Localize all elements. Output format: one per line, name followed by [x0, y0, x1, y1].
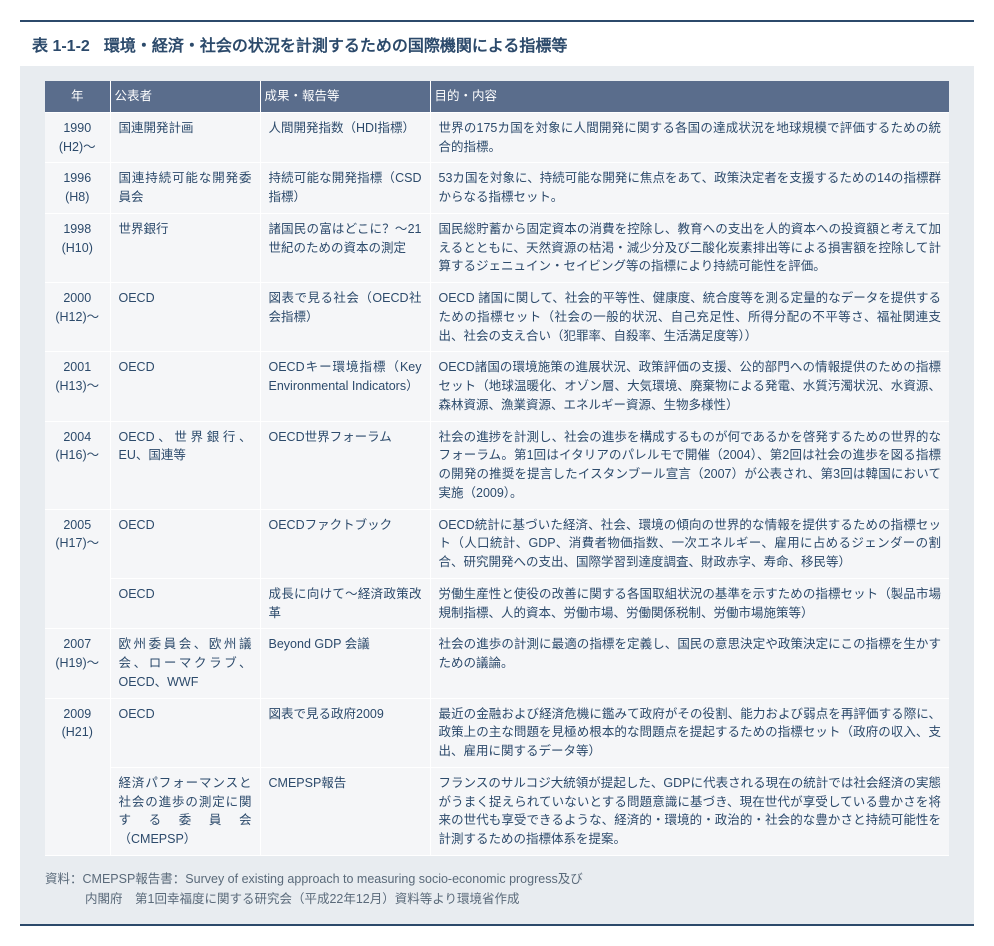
- col-header-description: 目的・内容: [430, 81, 949, 112]
- table-row: 2007 (H19)～欧州委員会、欧州議会、ローマクラブ、OECD、WWFBey…: [45, 629, 949, 698]
- cell-publisher: 世界銀行: [110, 213, 260, 282]
- cell-year: 2005 (H17)～: [45, 509, 110, 629]
- cell-year: 1996 (H8): [45, 163, 110, 214]
- table-title-text: 環境・経済・社会の状況を計測するための国際機関による指標等: [104, 32, 568, 56]
- table-row: 2000 (H12)～OECD図表で見る社会（OECD社会指標）OECD 諸国に…: [45, 283, 949, 352]
- table-row: 2004 (H16)～OECD、世界銀行、EU、国連等OECD世界フォーラム社会…: [45, 421, 949, 509]
- cell-description: 世界の175カ国を対象に人間開発に関する各国の達成状況を地球規模で評価するための…: [430, 112, 949, 163]
- cell-output: 成長に向けて～経済政策改革: [260, 578, 430, 629]
- cell-publisher: 国連持続可能な開発委員会: [110, 163, 260, 214]
- source-line-1: 資料：CMEPSP報告書：Survey of existing approach…: [45, 869, 949, 889]
- cell-output: 人間開発指数（HDI指標）: [260, 112, 430, 163]
- cell-output: CMEPSP報告: [260, 767, 430, 855]
- cell-publisher: 国連開発計画: [110, 112, 260, 163]
- cell-output: 諸国民の富はどこに？～21世紀のための資本の測定: [260, 213, 430, 282]
- cell-publisher: OECD: [110, 283, 260, 352]
- source-note: 資料：CMEPSP報告書：Survey of existing approach…: [20, 861, 974, 909]
- cell-description: 労働生産性と使役の改善に関する各国取組状況の基準を示すための指標セット（製品市場…: [430, 578, 949, 629]
- cell-publisher: 欧州委員会、欧州議会、ローマクラブ、OECD、WWF: [110, 629, 260, 698]
- cell-description: 最近の金融および経済危機に鑑みて政府がその役割、能力および弱点を再評価する際に、…: [430, 698, 949, 767]
- cell-output: 図表で見る社会（OECD社会指標）: [260, 283, 430, 352]
- col-header-publisher: 公表者: [110, 81, 260, 112]
- cell-year: 1990 (H2)～: [45, 112, 110, 163]
- table-row: 2009 (H21)OECD図表で見る政府2009最近の金融および経済危機に鑑み…: [45, 698, 949, 767]
- cell-description: OECD 諸国に関して、社会的平等性、健康度、統合度等を測る定量的なデータを提供…: [430, 283, 949, 352]
- indicators-table: 年 公表者 成果・報告等 目的・内容 1990 (H2)～国連開発計画人間開発指…: [45, 81, 949, 856]
- cell-year: 2009 (H21): [45, 698, 110, 855]
- document-panel: 表 1-1-2 環境・経済・社会の状況を計測するための国際機関による指標等 年 …: [20, 20, 974, 926]
- cell-output: 持続可能な開発指標（CSD指標）: [260, 163, 430, 214]
- cell-description: 社会の進捗を計測し、社会の進歩を構成するものが何であるかを啓発するための世界的な…: [430, 421, 949, 509]
- table-wrapper: 年 公表者 成果・報告等 目的・内容 1990 (H2)～国連開発計画人間開発指…: [20, 66, 974, 861]
- cell-publisher: OECD: [110, 352, 260, 421]
- cell-output: OECDファクトブック: [260, 509, 430, 578]
- table-row: 2005 (H17)～OECDOECDファクトブックOECD統計に基づいた経済、…: [45, 509, 949, 578]
- col-header-output: 成果・報告等: [260, 81, 430, 112]
- cell-output: OECDキー環境指標（Key Environmental Indicators）: [260, 352, 430, 421]
- cell-publisher: 経済パフォーマンスと社会の進歩の測定に関する委員会（CMEPSP）: [110, 767, 260, 855]
- cell-output: 図表で見る政府2009: [260, 698, 430, 767]
- cell-description: 53カ国を対象に、持続可能な開発に焦点をあて、政策決定者を支援するための14の指…: [430, 163, 949, 214]
- cell-output: OECD世界フォーラム: [260, 421, 430, 509]
- cell-year: 2004 (H16)～: [45, 421, 110, 509]
- cell-output: Beyond GDP 会議: [260, 629, 430, 698]
- cell-publisher: OECD: [110, 578, 260, 629]
- table-row: OECD成長に向けて～経済政策改革労働生産性と使役の改善に関する各国取組状況の基…: [45, 578, 949, 629]
- cell-year: 1998 (H10): [45, 213, 110, 282]
- cell-publisher: OECD: [110, 509, 260, 578]
- cell-year: 2001 (H13)～: [45, 352, 110, 421]
- table-title: 表 1-1-2 環境・経済・社会の状況を計測するための国際機関による指標等: [20, 22, 974, 66]
- col-header-year: 年: [45, 81, 110, 112]
- cell-description: フランスのサルコジ大統領が提起した、GDPに代表される現在の統計では社会経済の実…: [430, 767, 949, 855]
- cell-year: 2007 (H19)～: [45, 629, 110, 698]
- table-row: 1998 (H10)世界銀行諸国民の富はどこに？～21世紀のための資本の測定国民…: [45, 213, 949, 282]
- table-row: 1996 (H8)国連持続可能な開発委員会持続可能な開発指標（CSD指標）53カ…: [45, 163, 949, 214]
- table-number: 表 1-1-2: [32, 32, 90, 56]
- header-row: 年 公表者 成果・報告等 目的・内容: [45, 81, 949, 112]
- table-row: 1990 (H2)～国連開発計画人間開発指数（HDI指標）世界の175カ国を対象…: [45, 112, 949, 163]
- table-row: 経済パフォーマンスと社会の進歩の測定に関する委員会（CMEPSP）CMEPSP報…: [45, 767, 949, 855]
- cell-description: OECD諸国の環境施策の進展状況、政策評価の支援、公的部門への情報提供のための指…: [430, 352, 949, 421]
- cell-description: OECD統計に基づいた経済、社会、環境の傾向の世界的な情報を提供するための指標セ…: [430, 509, 949, 578]
- cell-description: 国民総貯蓄から固定資本の消費を控除し、教育への支出を人的資本への投資額と考えて加…: [430, 213, 949, 282]
- cell-description: 社会の進歩の計測に最適の指標を定義し、国民の意思決定や政策決定にこの指標を生かす…: [430, 629, 949, 698]
- cell-publisher: OECD、世界銀行、EU、国連等: [110, 421, 260, 509]
- source-line-2: 内閣府 第1回幸福度に関する研究会（平成22年12月）資料等より環境省作成: [45, 889, 949, 909]
- cell-publisher: OECD: [110, 698, 260, 767]
- cell-year: 2000 (H12)～: [45, 283, 110, 352]
- table-row: 2001 (H13)～OECDOECDキー環境指標（Key Environmen…: [45, 352, 949, 421]
